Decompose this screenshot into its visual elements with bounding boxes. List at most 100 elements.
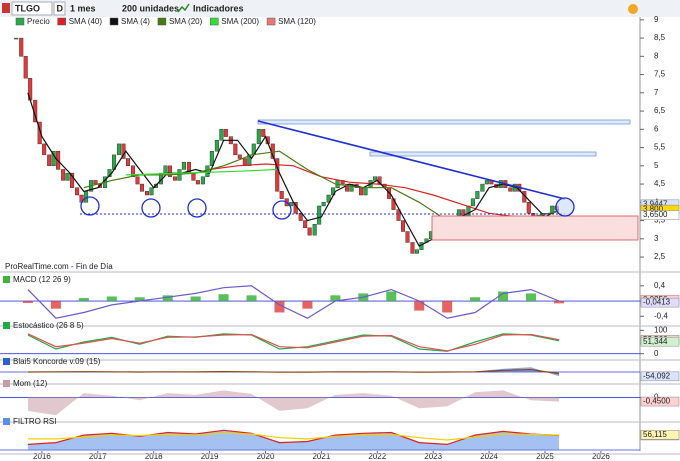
candle (480, 183, 485, 192)
histogram-bar (274, 301, 285, 313)
symbol-box[interactable] (11, 1, 53, 16)
y-tick-label: 4,5 (654, 179, 666, 188)
y-tick-label: 3,5 (654, 216, 666, 225)
candle (256, 129, 261, 145)
y-tick-label: -0,4 (654, 311, 668, 320)
candle (75, 187, 80, 196)
candle (209, 151, 214, 167)
panel-title: MACD (12 26 9) (13, 275, 71, 284)
candle (373, 176, 378, 181)
histogram-bar (498, 291, 509, 302)
value-label-box (640, 429, 680, 440)
y-tick-label: 3 (654, 234, 659, 243)
candle (135, 176, 140, 185)
title-swatch (3, 276, 10, 283)
y-tick-label: 8 (654, 51, 659, 60)
line (125, 168, 277, 176)
value-label-box (640, 371, 680, 382)
period-box[interactable] (53, 1, 66, 16)
x-tick-label: 2024 (480, 452, 498, 461)
panel-title: FILTRO RSI (13, 417, 56, 426)
candle (261, 129, 266, 137)
candle (139, 183, 144, 192)
histogram-bar (526, 293, 537, 302)
histogram-bar (330, 295, 341, 302)
candle (214, 140, 219, 152)
x-tick-label: 2018 (145, 452, 163, 461)
candle (117, 143, 122, 156)
candle (167, 165, 172, 177)
histogram-bar (50, 301, 61, 309)
zone-box (369, 151, 597, 157)
zone-box (431, 215, 639, 241)
panel-title: Mom (12) (13, 379, 48, 388)
area (27, 390, 559, 416)
legend-label: SMA (200) (221, 17, 259, 26)
value-label-box (640, 336, 680, 347)
candle (195, 180, 200, 185)
legend-swatch (157, 17, 167, 26)
title-swatch (3, 380, 10, 387)
x-tick-label: 2016 (33, 452, 51, 461)
candle (19, 37, 24, 57)
y-tick-label: 9 (654, 15, 659, 24)
histogram-bar (442, 301, 453, 313)
candle (475, 191, 480, 199)
candle (149, 187, 154, 196)
candle (405, 231, 410, 243)
value-label: -0,4500 (643, 397, 671, 406)
indicators[interactable]: Indicadores (193, 3, 244, 13)
candle (345, 183, 350, 192)
circle-marker (555, 197, 575, 217)
candle (363, 187, 368, 196)
icon (2, 3, 10, 13)
alert-icon[interactable] (628, 4, 638, 14)
histogram-bar (553, 301, 564, 304)
y-tick-label: 7,5 (654, 70, 666, 79)
candle (237, 154, 242, 159)
units[interactable]: 200 unidades (122, 3, 179, 13)
title-swatch (3, 418, 10, 425)
value-label-box (640, 396, 680, 407)
candle (223, 129, 228, 137)
circle-marker (272, 200, 292, 220)
histogram-bar (22, 301, 33, 303)
histogram-bar (78, 298, 89, 302)
line (27, 429, 560, 446)
series-group (27, 367, 560, 377)
value-label: 3,9447 (643, 199, 668, 208)
legend-swatch (15, 17, 25, 26)
value-label: 56,115 (643, 430, 667, 439)
candle (181, 161, 186, 170)
candle (317, 205, 322, 225)
histogram-bar (190, 296, 201, 302)
histogram-bar (218, 294, 229, 302)
candle (23, 56, 28, 79)
candle (125, 158, 130, 167)
circle-marker (80, 196, 100, 216)
histogram-bar (386, 291, 397, 302)
period[interactable]: D (57, 3, 64, 13)
series-group (27, 333, 560, 352)
candle (14, 37, 19, 40)
line (27, 333, 560, 352)
x-tick-label: 2022 (368, 452, 386, 461)
candle (200, 176, 205, 185)
zone-box (257, 119, 631, 125)
candle (526, 202, 531, 214)
y-tick-label: 100 (654, 325, 668, 334)
candle (37, 121, 42, 145)
candle (279, 191, 284, 199)
symbol[interactable]: TLGO (15, 3, 40, 13)
panel-title: Estocástico (26 8 5) (13, 321, 84, 330)
toolbar-bg (0, 0, 680, 17)
histogram-bar (246, 295, 257, 302)
interval[interactable]: 1 mes (70, 3, 96, 13)
value-label: -0,0413 (643, 298, 671, 307)
histogram-bar (414, 301, 425, 311)
line (27, 368, 560, 375)
candle (205, 165, 210, 177)
x-tick-label: 2023 (424, 452, 442, 461)
candle (410, 242, 415, 254)
